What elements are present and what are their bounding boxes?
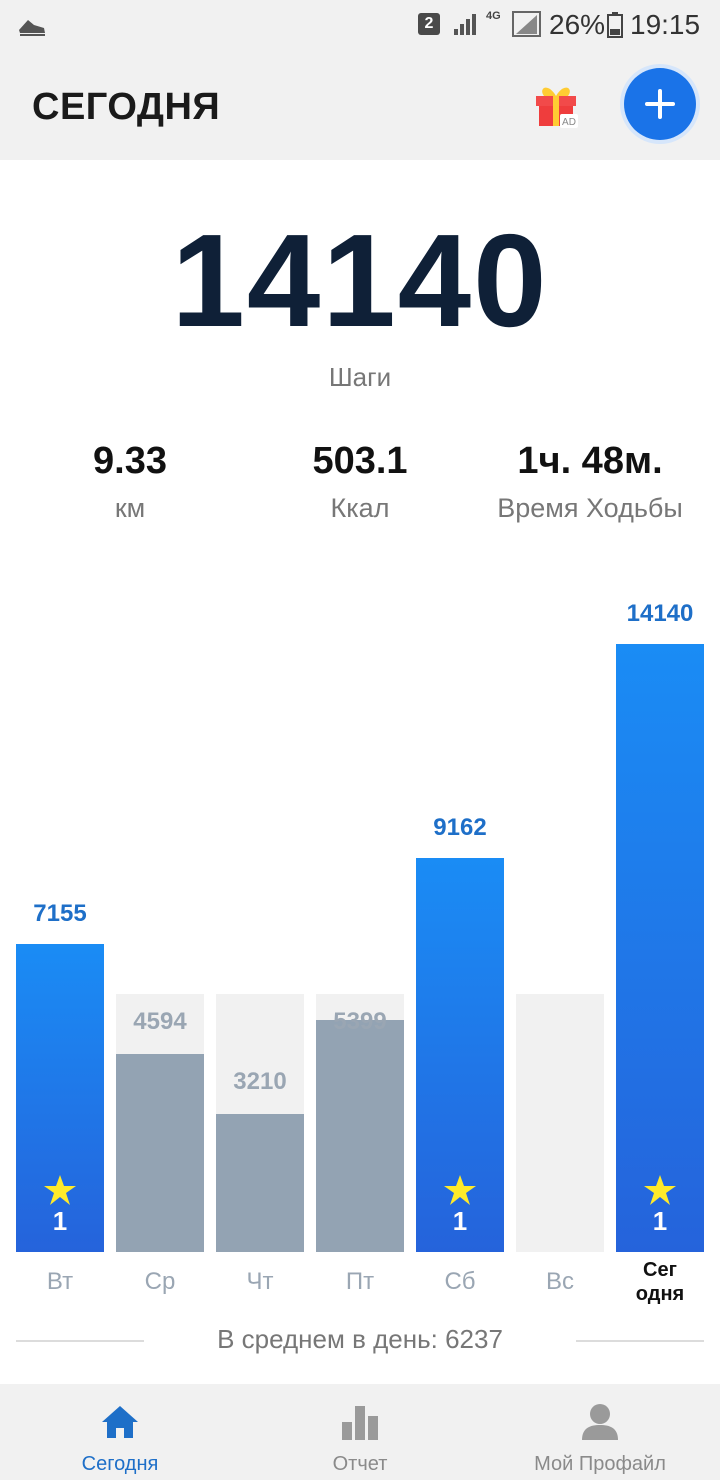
top-bar: СЕГОДНЯ AD xyxy=(0,50,720,160)
gift-ad-badge: AD xyxy=(562,117,576,128)
star-icon xyxy=(616,1174,704,1211)
gift-icon[interactable]: AD xyxy=(530,78,582,130)
bar-value-1: 4594 xyxy=(133,1008,187,1036)
person-icon xyxy=(580,1402,620,1447)
distance-label: км xyxy=(114,493,146,523)
average-text: В среднем в день: 6237 xyxy=(217,1324,503,1354)
plus-icon xyxy=(645,89,675,119)
calories-value: 503.1 xyxy=(312,440,408,482)
average-row: В среднем в день: 6237 xyxy=(0,1320,720,1360)
star-icon xyxy=(16,1174,104,1211)
star-count-6: 1 xyxy=(652,1206,668,1236)
bar-2[interactable] xyxy=(216,1113,304,1252)
day-label-2: Чт xyxy=(246,1268,274,1295)
star-count-0: 1 xyxy=(52,1206,68,1236)
battery-percent: 26% xyxy=(549,9,606,40)
nav-profile-label: Мой Профайл xyxy=(534,1453,666,1475)
star-icon xyxy=(416,1174,504,1211)
day-label-3: Пт xyxy=(345,1268,375,1295)
weekly-steps-chart[interactable]: 7155 1 Вт 4594 Ср 3210 Чт 5399 Пт 9162 1 Сб Вс 14140 1… xyxy=(0,560,720,1320)
shoe-icon xyxy=(16,12,48,43)
walk-time-metric: 1ч. 48м. Время Ходьбы xyxy=(470,440,710,524)
day-label-1: Ср xyxy=(144,1268,176,1295)
page-title: СЕГОДНЯ xyxy=(32,86,221,128)
day-label-0: Вт xyxy=(46,1268,74,1295)
steps-value: 14140 xyxy=(171,207,549,354)
nav-report-label: Отчет xyxy=(332,1453,388,1475)
signal-icon xyxy=(452,11,480,42)
bar-6[interactable] xyxy=(616,644,704,1252)
bar-value-4: 9162 xyxy=(433,814,487,842)
walk-time-label: Время Ходьбы xyxy=(497,493,683,523)
signal-icon-2 xyxy=(512,10,542,43)
bar-value-6: 14140 xyxy=(626,600,694,627)
network-type: 4G xyxy=(486,10,501,22)
bar-track-5 xyxy=(516,994,604,1252)
divider-left xyxy=(16,1340,144,1342)
home-icon xyxy=(100,1402,140,1447)
calories-metric: 503.1 Ккал xyxy=(240,440,480,524)
calories-label: Ккал xyxy=(330,493,390,523)
bar-1[interactable] xyxy=(116,1054,204,1252)
nav-today[interactable]: Сегодня xyxy=(0,1384,240,1480)
add-button[interactable] xyxy=(624,68,696,140)
bar-value-0: 7155 xyxy=(33,900,87,928)
star-count-4: 1 xyxy=(452,1206,468,1236)
clock: 19:15 xyxy=(630,9,701,40)
bar-0[interactable] xyxy=(16,944,104,1252)
nav-today-label: Сегодня xyxy=(81,1453,159,1475)
bar-3[interactable] xyxy=(316,1019,404,1252)
bar-value-3: 5399 xyxy=(333,1008,387,1035)
day-label-6: Сег одня xyxy=(616,1258,704,1306)
bar-value-2: 3210 xyxy=(233,1067,287,1095)
distance-value: 9.33 xyxy=(93,440,167,482)
distance-metric: 9.33 км xyxy=(10,440,250,524)
bar-chart-icon xyxy=(340,1402,380,1447)
day-label-4: Сб xyxy=(444,1268,476,1295)
status-bar: 2 4G 26% 19:15 xyxy=(0,0,720,50)
day-label-5: Вс xyxy=(545,1268,574,1295)
battery-icon xyxy=(607,12,623,43)
bottom-nav: Сегодня Отчет Мой Профайл xyxy=(0,1384,720,1480)
steps-label: Шаги xyxy=(328,362,392,392)
day-label-today-line: Сег xyxy=(643,1259,677,1281)
walk-time-value: 1ч. 48м. xyxy=(517,440,663,482)
day-label-today-line: одня xyxy=(635,1283,685,1305)
sim-badge: 2 xyxy=(418,13,440,35)
divider-right xyxy=(576,1340,704,1342)
nav-profile[interactable]: Мой Профайл xyxy=(480,1384,720,1480)
nav-report[interactable]: Отчет xyxy=(240,1384,480,1480)
